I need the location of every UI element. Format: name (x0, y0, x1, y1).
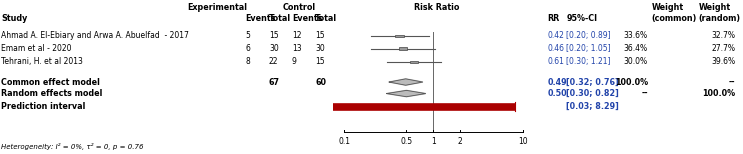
Bar (399, 47, 407, 50)
Text: 36.4%: 36.4% (624, 45, 648, 53)
Text: Study: Study (1, 14, 27, 23)
Text: 9: 9 (292, 57, 297, 66)
Text: 100.0%: 100.0% (702, 89, 736, 98)
Text: Events: Events (292, 14, 322, 23)
Text: 8: 8 (245, 57, 250, 66)
Text: 33.6%: 33.6% (624, 31, 648, 41)
Text: Heterogeneity: I² = 0%, τ² = 0, p = 0.76: Heterogeneity: I² = 0%, τ² = 0, p = 0.76 (1, 143, 144, 150)
Text: Total: Total (315, 14, 337, 23)
Text: 2: 2 (458, 138, 463, 146)
Text: Weight: Weight (698, 3, 730, 12)
Text: 0.61: 0.61 (548, 57, 565, 66)
Text: 12: 12 (292, 31, 302, 41)
Text: Prediction interval: Prediction interval (1, 102, 86, 111)
Text: 30.0%: 30.0% (624, 57, 648, 66)
Text: Ahmad A. El-Ebiary and Arwa A. Abuelfad  - 2017: Ahmad A. El-Ebiary and Arwa A. Abuelfad … (1, 31, 189, 41)
Text: 6: 6 (245, 45, 250, 53)
Text: (random): (random) (698, 14, 741, 23)
Text: [0.30; 0.82]: [0.30; 0.82] (566, 89, 619, 98)
Text: 30: 30 (269, 45, 279, 53)
Text: Events: Events (245, 14, 276, 23)
Text: 15: 15 (315, 31, 325, 41)
Text: 13: 13 (292, 45, 302, 53)
Text: 100.0%: 100.0% (614, 77, 648, 87)
Text: 5: 5 (245, 31, 250, 41)
Bar (395, 35, 403, 37)
Text: 10: 10 (518, 138, 528, 146)
Text: Risk Ratio: Risk Ratio (414, 3, 460, 12)
Text: [0.32; 0.76]: [0.32; 0.76] (566, 77, 619, 87)
Text: Weight: Weight (652, 3, 684, 12)
Text: --: -- (729, 77, 736, 87)
Text: Tehrani, H. et al 2013: Tehrani, H. et al 2013 (1, 57, 83, 66)
Text: Common effect model: Common effect model (1, 77, 100, 87)
Text: [0.30; 1.21]: [0.30; 1.21] (566, 57, 611, 66)
Text: 1: 1 (431, 138, 435, 146)
Text: RR: RR (548, 14, 559, 23)
Polygon shape (386, 90, 426, 97)
Text: 67: 67 (269, 77, 280, 87)
Text: (common): (common) (652, 14, 697, 23)
Text: 15: 15 (269, 31, 279, 41)
Text: Random effects model: Random effects model (1, 89, 103, 98)
Text: 32.7%: 32.7% (712, 31, 736, 41)
Text: Control: Control (283, 3, 316, 12)
Text: 0.46: 0.46 (548, 45, 565, 53)
Text: Experimental: Experimental (188, 3, 247, 12)
Text: 95%-CI: 95%-CI (566, 14, 597, 23)
Text: 30: 30 (315, 45, 325, 53)
Text: Emam et al - 2020: Emam et al - 2020 (1, 45, 72, 53)
Text: 39.6%: 39.6% (712, 57, 736, 66)
Text: 0.50: 0.50 (548, 89, 567, 98)
Text: 15: 15 (315, 57, 325, 66)
Text: 27.7%: 27.7% (712, 45, 736, 53)
Text: [0.03; 8.29]: [0.03; 8.29] (566, 102, 619, 111)
Text: [0.20; 1.05]: [0.20; 1.05] (566, 45, 611, 53)
Text: 0.42: 0.42 (548, 31, 565, 41)
Bar (410, 61, 418, 63)
Text: 0.49: 0.49 (548, 77, 567, 87)
Text: 0.1: 0.1 (338, 138, 350, 146)
Text: Total: Total (269, 14, 291, 23)
Text: --: -- (641, 89, 648, 98)
Text: [0.20; 0.89]: [0.20; 0.89] (566, 31, 611, 41)
Polygon shape (389, 79, 423, 85)
Text: 0.5: 0.5 (400, 138, 412, 146)
Text: 22: 22 (269, 57, 279, 66)
Text: 60: 60 (315, 77, 326, 87)
